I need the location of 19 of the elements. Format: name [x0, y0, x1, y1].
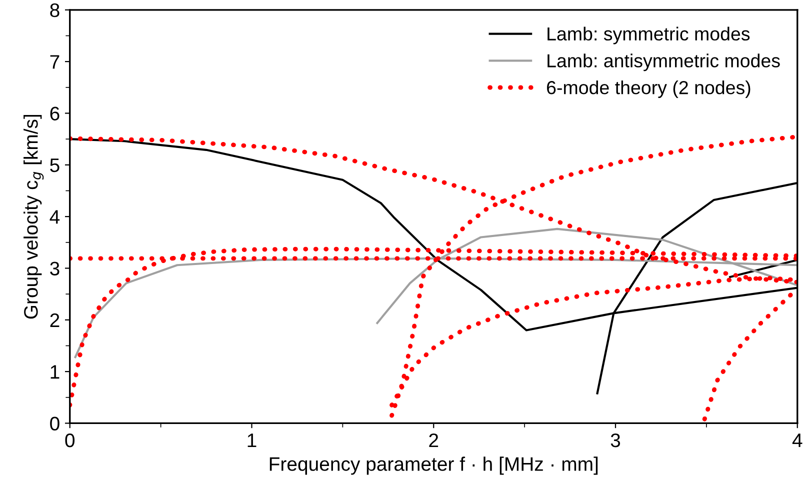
y-tick-label: 7: [50, 55, 60, 69]
y-tick-label: 8: [50, 3, 60, 18]
x-tick-label: 1: [248, 434, 256, 448]
x-tick-label: 3: [610, 433, 620, 448]
legend-label: Lamb: symmetric modes: [548, 26, 750, 44]
x-tick-label: 0: [65, 433, 75, 448]
legend-label: 6-mode theory (2 nodes): [547, 80, 750, 98]
y-axis-title: Group velocity c$_{g}$ [km/s]: [24, 114, 44, 319]
y-tick-label: 2: [50, 313, 60, 327]
y-tick-label: 6: [50, 106, 60, 120]
x-tick-label: 4: [792, 434, 802, 448]
y-tick-label: 3: [50, 262, 60, 276]
y-tick-label: 5: [50, 158, 60, 172]
y-tick-label: 1: [50, 365, 60, 379]
x-tick-label: 2: [429, 433, 438, 448]
x-axis-title: Frequency parameter f · h [MHz · mm]: [270, 456, 598, 475]
legend-label: Lamb: antisymmetric modes: [548, 54, 780, 72]
y-tick-label: 4: [50, 210, 60, 224]
y-tick-label: 0: [50, 416, 60, 430]
